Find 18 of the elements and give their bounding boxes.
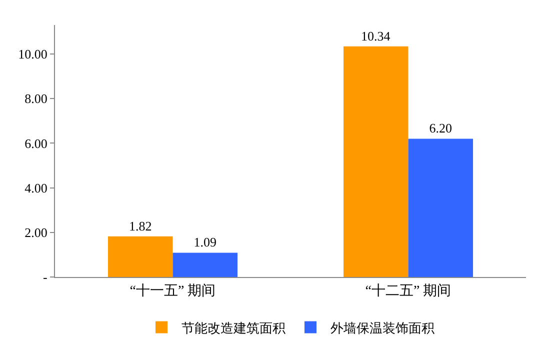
data-label: 6.20 [429,120,452,136]
bar [108,236,173,277]
legend-label: 节能改造建筑面积 [182,320,286,336]
y-tick-label: - [43,270,48,285]
data-label: 1.09 [194,234,217,250]
data-label: 10.34 [360,28,391,44]
legend-label: 外墙保温装饰面积 [330,320,434,336]
y-tick-label: 8.00 [24,91,48,106]
data-label: 1.82 [128,218,152,234]
bar [408,138,474,277]
y-tick-label: 10.00 [18,46,48,62]
bar [343,46,408,277]
x-tick-label: “十二五” 期间 [365,282,452,299]
y-tick-label: 6.00 [24,136,48,151]
x-tick-label: “十一五” 期间 [130,282,216,299]
y-tick-label: 4.00 [24,180,48,196]
bar [172,252,238,277]
y-tick-label: 2.00 [24,224,48,240]
